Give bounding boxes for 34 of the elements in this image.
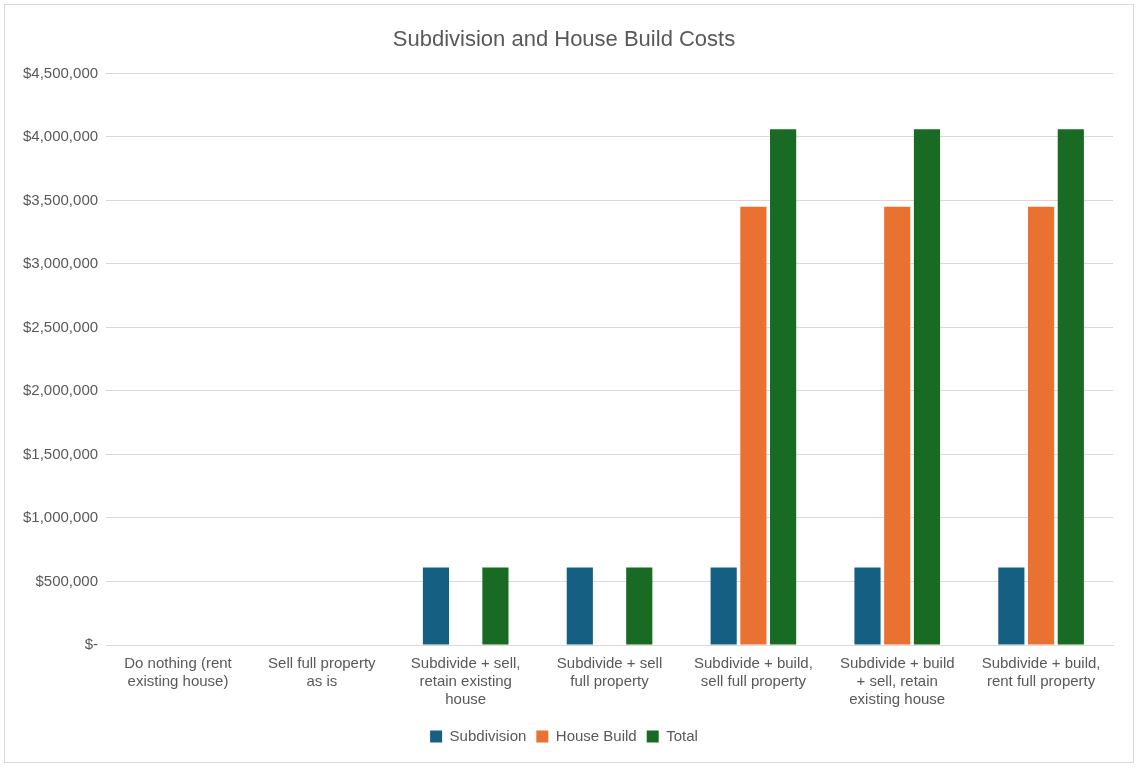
chart-title: Subdivision and House Build Costs <box>392 26 736 52</box>
x-tick-label: Sell full property as is <box>268 654 377 690</box>
bar <box>998 567 1025 645</box>
y-tick-label: $1,500,000 <box>23 444 99 462</box>
bar <box>1057 129 1084 645</box>
x-tick-label: Subdivide + build, sell full property <box>693 654 813 690</box>
bar <box>770 129 797 645</box>
y-tick-label: $- <box>84 635 99 653</box>
y-tick-label: $2,500,000 <box>23 317 99 335</box>
x-tick-label: Subdivide + build, rent full property <box>981 654 1101 690</box>
x-tick-label: Subdivide + build + sell, retain existing house <box>839 654 955 708</box>
x-tick-label: Subdivide + sell full property <box>556 654 663 690</box>
bar <box>854 567 881 645</box>
y-tick-label: $4,500,000 <box>23 63 99 81</box>
bar <box>626 567 653 645</box>
bar <box>884 206 911 645</box>
y-tick-label: $1,000,000 <box>23 508 99 526</box>
x-tick-label: Do nothing (rent existing house) <box>124 654 233 690</box>
y-tick-label: $3,000,000 <box>23 254 99 272</box>
bar <box>913 129 941 645</box>
y-tick-label: $4,000,000 <box>23 127 99 145</box>
bar <box>1028 206 1055 645</box>
legend-label: Total <box>666 726 698 744</box>
bar <box>740 206 767 645</box>
y-tick-label: $3,500,000 <box>23 190 99 208</box>
x-tick-label: Subdivide + sell, retain existing house <box>410 654 521 708</box>
legend-label: Subdivision <box>449 726 527 744</box>
y-tick-label: $2,000,000 <box>23 381 99 399</box>
bar <box>422 567 450 645</box>
legend-label: House Build <box>555 726 637 744</box>
bar <box>566 567 593 645</box>
bar <box>482 567 509 645</box>
bar <box>710 567 737 645</box>
y-tick-label: $500,000 <box>35 571 99 589</box>
